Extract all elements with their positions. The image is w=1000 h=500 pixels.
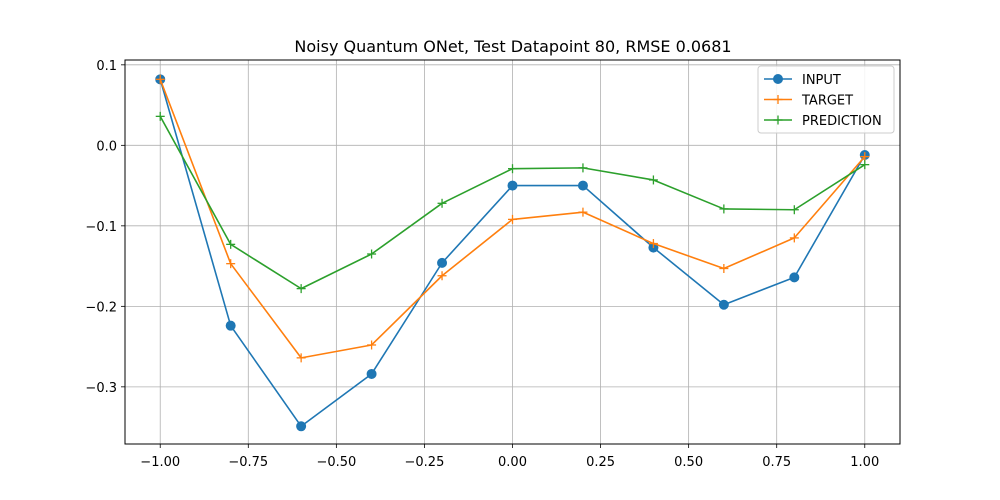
legend-marker xyxy=(773,95,783,104)
x-tick-label: 1.00 xyxy=(850,455,879,470)
data-point-input xyxy=(366,368,377,379)
data-point-prediction xyxy=(648,175,658,185)
y-tick-label: 0.0 xyxy=(96,139,117,154)
series-target xyxy=(155,74,870,363)
x-tick-label: −0.75 xyxy=(228,455,268,470)
chart-title: Noisy Quantum ONet, Test Datapoint 80, R… xyxy=(294,37,731,56)
data-point-prediction xyxy=(437,198,447,208)
data-point-target xyxy=(578,207,588,217)
data-point-target xyxy=(860,152,870,162)
legend-marker xyxy=(773,74,783,84)
legend-label: INPUT xyxy=(802,73,841,88)
data-point-target xyxy=(367,340,377,350)
legend-item-target: TARGET xyxy=(764,94,853,109)
data-point-target xyxy=(296,353,306,363)
axis-ticks: −1.00 −0.75 −0.50 −0.25 0.00 0.25 0.50 0.75 1.00… xyxy=(85,59,879,470)
data-point-prediction xyxy=(860,160,870,170)
legend: INPUT TARGET PREDICTION xyxy=(757,65,895,134)
legend-label: TARGET xyxy=(801,94,853,109)
data-point-input xyxy=(225,320,236,331)
y-tick-label: −0.1 xyxy=(85,220,117,235)
data-point-input xyxy=(789,272,800,283)
legend-item-input: INPUT xyxy=(764,73,841,88)
y-tick-label: −0.3 xyxy=(85,381,117,396)
series-input xyxy=(155,74,870,432)
legend-box xyxy=(757,65,895,134)
data-point-prediction xyxy=(578,163,588,173)
data-point-prediction xyxy=(367,249,377,259)
data-point-prediction xyxy=(155,111,165,121)
data-point-input xyxy=(718,299,729,310)
data-point-prediction xyxy=(789,205,799,215)
data-point-input xyxy=(437,257,448,268)
x-tick-label: −1.00 xyxy=(140,455,180,470)
series-group xyxy=(155,74,870,432)
x-tick-label: 0.00 xyxy=(498,455,527,470)
x-tick-label: 0.75 xyxy=(762,455,791,470)
data-point-target xyxy=(437,271,447,281)
x-tick-label: 0.50 xyxy=(674,455,703,470)
data-point-target xyxy=(789,233,799,243)
data-point-target xyxy=(719,264,729,274)
data-point-input xyxy=(507,180,518,191)
x-tick-label: −0.50 xyxy=(316,455,356,470)
data-point-target xyxy=(226,259,236,269)
data-point-input xyxy=(296,421,307,432)
legend-item-prediction: PREDICTION xyxy=(764,114,882,129)
y-tick-label: −0.2 xyxy=(85,300,117,315)
legend-label: PREDICTION xyxy=(802,114,882,129)
data-point-target xyxy=(155,74,165,84)
grid xyxy=(125,60,900,444)
x-tick-label: 0.25 xyxy=(586,455,615,470)
x-tick-label: −0.25 xyxy=(405,455,445,470)
legend-marker xyxy=(773,115,783,125)
data-point-target xyxy=(648,239,658,249)
data-point-input xyxy=(577,180,588,191)
data-point-target xyxy=(508,214,517,224)
data-point-prediction xyxy=(508,164,517,174)
data-point-prediction xyxy=(226,239,236,249)
series-prediction xyxy=(155,111,870,294)
data-point-prediction xyxy=(296,284,306,294)
y-tick-label: 0.1 xyxy=(96,59,117,74)
data-point-prediction xyxy=(719,204,729,214)
